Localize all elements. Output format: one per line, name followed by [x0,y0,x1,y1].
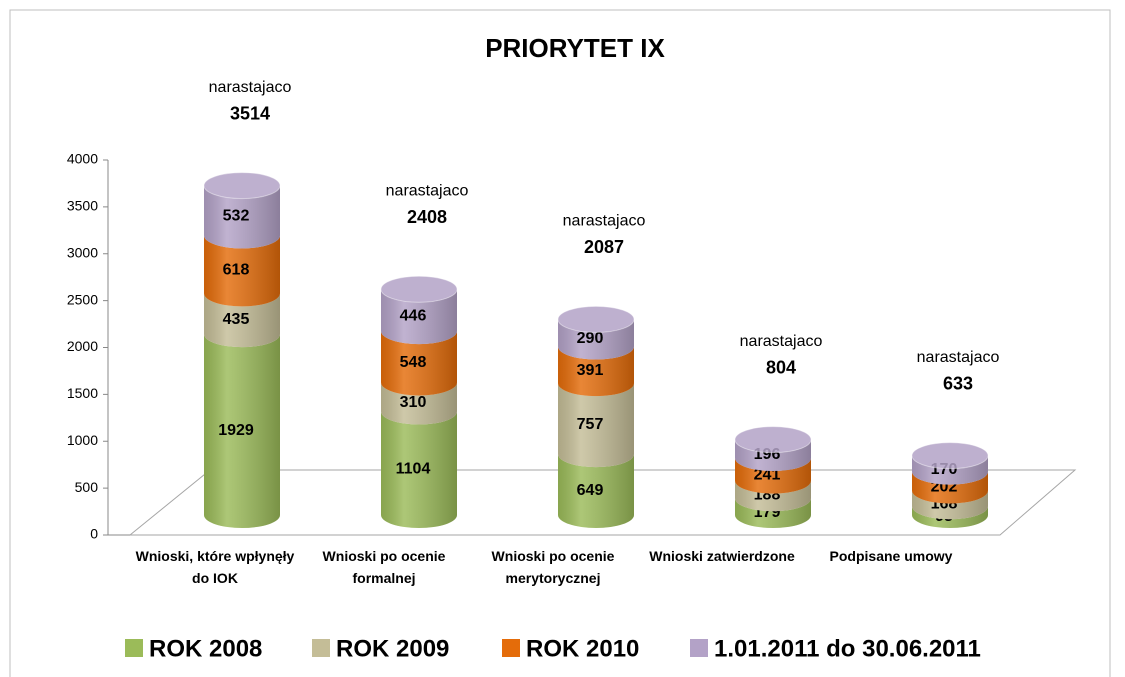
y-tick-label: 1500 [67,385,98,401]
cylinder-top [557,305,635,333]
segment-shade [381,382,457,425]
segment-shade [381,411,457,528]
data-label: 757 [577,416,604,433]
segment-shade [558,454,634,528]
x-tick-label: Wnioski po ocenie merytorycznej [491,548,615,586]
legend-swatch [125,639,143,657]
x-tick-label: Wnioski zatwierdzone [649,548,795,564]
segment-shade [204,334,280,528]
y-tick-label: 3500 [67,198,98,214]
segment-shade [204,293,280,348]
y-tick-label: 2500 [67,291,98,307]
segment-shade [735,458,811,494]
y-tick-label: 2000 [67,338,98,354]
y-tick-label: 3000 [67,244,98,260]
annotation-total: 3514 [230,103,270,123]
data-label: 391 [577,362,604,379]
cylinder-top [380,275,458,303]
data-label: 310 [400,394,427,411]
legend-label: ROK 2009 [336,635,449,662]
chart-title: PRIORYTET IX [485,33,665,63]
annotation-total: 633 [943,373,973,393]
cylinder-top [203,172,281,200]
data-label: 548 [400,354,427,371]
legend-swatch [690,639,708,657]
x-tick-label: Wnioski, które wpłynęły do IOK [135,548,295,586]
cylinder-top [911,442,989,470]
segment-shade [381,289,457,345]
segment-shade [912,471,988,504]
cylinder-top [734,426,812,454]
annotation-label: narastajaco [917,349,1000,366]
legend-label: ROK 2008 [149,635,262,662]
data-label: 290 [577,330,604,347]
annotation-label: narastajaco [563,213,646,230]
segment-shade [912,490,988,520]
annotation-total: 2087 [584,237,624,257]
segment-shade [558,346,634,397]
segment-shade [558,319,634,360]
x-tick-label: Podpisane umowy [829,548,953,564]
y-tick-label: 1000 [67,432,98,448]
annotation-label: narastajaco [386,182,469,199]
x-tick-label: Wnioski po ocenie formalnej [322,548,446,586]
segment-shade [735,498,811,528]
annotation-label: narastajaco [209,79,292,96]
segment-shade [204,235,280,307]
chart-border [9,9,1111,677]
legend-swatch [312,639,330,657]
legend-swatch [502,639,520,657]
segment-shade [912,506,988,528]
segment-shade [204,185,280,249]
data-label: 446 [400,307,427,324]
data-label: 435 [223,311,250,328]
y-tick-label: 4000 [67,151,98,167]
data-label: 1104 [396,460,431,477]
legend-label: 1.01.2011 do 30.06.2011 [714,635,981,662]
y-tick-label: 500 [75,479,99,495]
y-tick-label: 0 [90,526,98,542]
segment-shade [381,331,457,396]
annotation-label: narastajaco [740,333,823,350]
segment-shade [735,439,811,471]
segment-shade [558,383,634,468]
segment-shade [735,480,811,512]
data-label: 532 [223,208,250,225]
annotation-total: 2408 [407,207,447,227]
data-label: 649 [577,482,604,499]
data-label: 1929 [218,422,254,439]
data-label: 618 [223,262,250,279]
segment-shade [912,455,988,485]
legend-label: ROK 2010 [526,635,639,662]
annotation-total: 804 [766,357,796,377]
